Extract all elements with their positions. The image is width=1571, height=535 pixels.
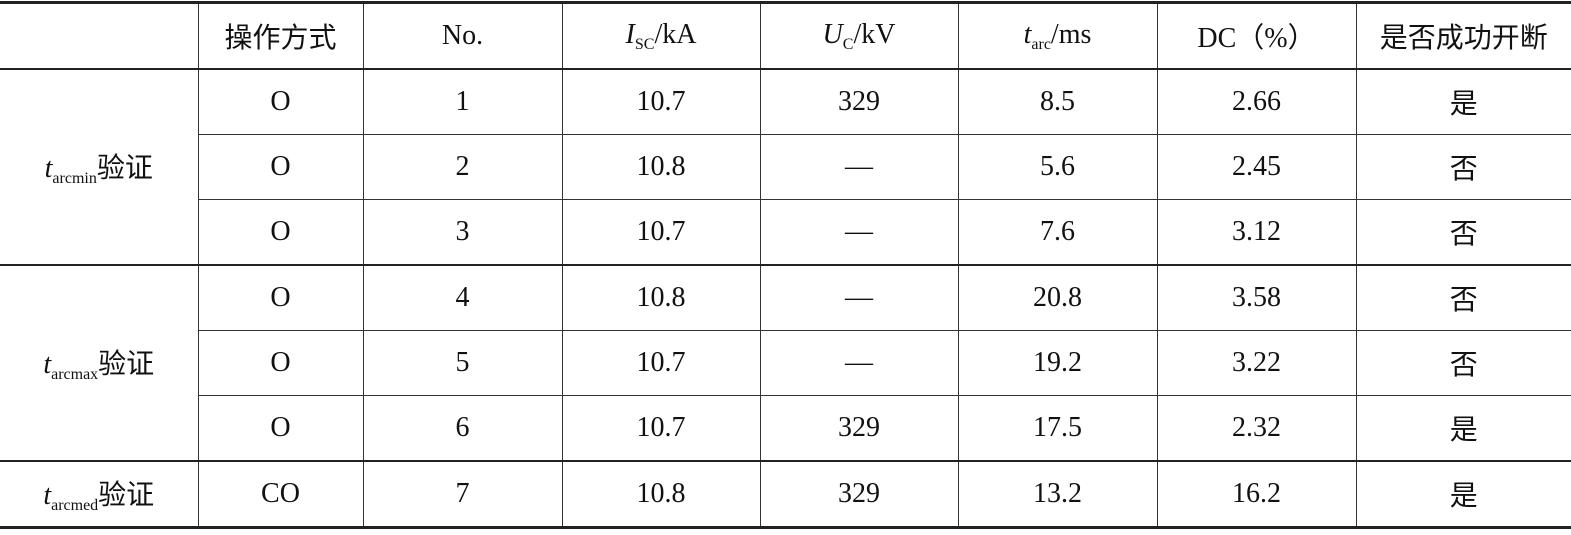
cell: 329 [759,460,959,529]
cell: 否 [1355,199,1571,266]
cell: 是 [1355,460,1571,529]
cell: 否 [1355,134,1571,200]
cell: 19.2 [957,330,1158,396]
subscript: arcmax [51,366,99,383]
cell: 3 [362,199,563,266]
cell: CO [197,460,364,529]
group-label: tarcmed验证 [0,460,199,529]
cell: 10.7 [561,395,761,462]
data-row: tarcmed验证 CO 7 10.8 329 13.2 16.2 是 [0,460,1571,529]
header-cell: No. [362,1,563,70]
cell: 6 [362,395,563,462]
cell: 329 [759,68,959,135]
cell: — [759,199,959,266]
cell: O [197,68,364,135]
unit: /kA [654,18,697,50]
cell: 2.45 [1156,134,1357,200]
suffix: 验证 [98,349,155,380]
unit: /kV [853,18,896,50]
subscript: arcmed [51,497,99,514]
symbol: t [43,480,52,511]
data-row: O 3 10.7—7.6 3.12 否 [0,199,1571,266]
cell: 3.12 [1156,199,1357,266]
data-row: O 6 10.7 329 17.5 2.32 是 [0,395,1571,462]
cell: 10.7 [561,199,761,266]
subscript: arcmin [52,170,97,187]
cell: — [759,264,959,331]
cell: — [759,330,959,396]
cell: O [197,264,364,331]
cell: 5.6 [957,134,1158,200]
cell: O [198,199,364,266]
symbol: t [1023,18,1032,50]
cell: 20.8 [957,264,1158,331]
cell: 是 [1355,68,1571,135]
subscript: C [842,35,854,53]
cell: 2.66 [1156,68,1357,135]
group-label: tarcmin验证 [0,68,199,266]
header-cell: 操作方式 [197,1,364,70]
cell: 否 [1355,330,1571,396]
cell: 17.5 [957,395,1158,462]
data-row: tarcmin验证 O 1 10.7 329 8.5 2.66 是 [0,68,1571,266]
cell: 10.8 [561,460,761,529]
cell: 1 [362,68,563,135]
header-cell: DC（%） [1156,1,1357,70]
cell: 3.58 [1156,264,1357,331]
corner-cell [0,1,199,70]
suffix: 验证 [96,153,153,184]
cell: 10.7 [561,68,761,135]
cell: 7.6 [957,199,1158,266]
unit: /ms [1050,18,1092,50]
symbol: U [822,18,843,50]
cell: 2.32 [1156,395,1357,462]
symbol: t [43,349,52,380]
header-cell: ISC/kA [561,1,761,70]
cell: 13.2 [957,460,1158,529]
subscript: SC [634,35,655,53]
data-row: O 2 10.8—5.6 2.45 否 [0,134,1571,200]
subscript: arc [1031,35,1051,53]
cell: 10.7 [561,330,761,396]
header-cell: UC/kV [759,1,959,70]
suffix: 验证 [98,480,155,511]
cell: 7 [362,460,563,529]
symbol: t [44,153,53,184]
header-cell: 是否成功开断 [1355,1,1571,70]
cell: 16.2 [1156,460,1357,529]
data-row: O 5 10.7—19.2 3.22 否 [0,330,1571,396]
cell: 5 [362,330,563,396]
header-row: 操作方式 No. ISC/kA UC/kV tarc/ms DC（%） 是否成功开断 [0,1,1571,70]
header-cell: tarc/ms [957,1,1158,70]
group-label: tarcmax验证 [0,264,199,462]
cell: 4 [362,264,563,331]
cell: 2 [362,134,563,200]
cell: 是 [1355,395,1571,462]
data-row: tarcmax验证 O 4 10.8—20.8 3.58 否 [0,264,1571,462]
cell: 10.8 [561,134,761,200]
cell: 10.8 [561,264,761,331]
cell: 329 [759,395,959,462]
cell: O [198,330,364,396]
cell: O [198,395,364,462]
cell: O [198,134,364,200]
cell: 3.22 [1156,330,1357,396]
cell: — [759,134,959,200]
cell: 8.5 [957,68,1158,135]
cell: 否 [1355,264,1571,331]
symbol: I [625,18,635,50]
